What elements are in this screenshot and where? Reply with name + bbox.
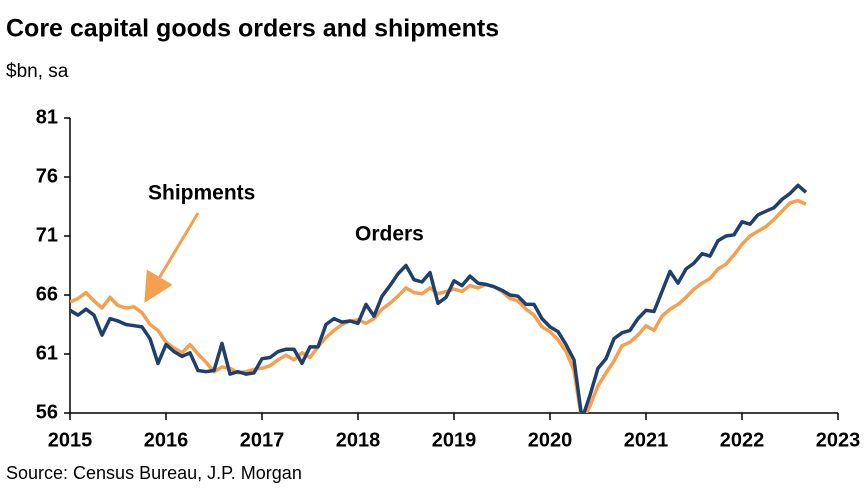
- plot-area: [70, 183, 808, 413]
- x-tick-label: 2022: [720, 429, 765, 451]
- x-tick-label: 2023: [816, 429, 861, 451]
- y-tick-label: 71: [36, 224, 58, 246]
- y-tick-label: 66: [36, 283, 58, 305]
- x-tick-label: 2021: [624, 429, 669, 451]
- x-tick-label: 2016: [144, 429, 189, 451]
- x-tick-label: 2015: [48, 429, 93, 451]
- x-tick-label: 2020: [528, 429, 573, 451]
- y-tick-label: 56: [36, 401, 58, 423]
- data-line: [70, 183, 808, 413]
- chart-title: Core capital goods orders and shipments: [6, 15, 499, 43]
- y-tick-label: 61: [36, 342, 58, 364]
- data-line: [70, 198, 807, 413]
- annotation: Shipments: [148, 182, 255, 205]
- x-tick-label: 2018: [336, 429, 381, 451]
- annotation-arrow: [144, 212, 200, 303]
- source: Source: Census Bureau, J.P. Morgan: [6, 463, 302, 483]
- y-tick-label: 81: [36, 106, 58, 128]
- subtitle: $bn, sa: [6, 61, 69, 82]
- x-tick-label: 2019: [432, 429, 477, 451]
- x-tick-label: 2017: [240, 429, 285, 451]
- annotation: Orders: [355, 223, 424, 246]
- y-tick-label: 76: [36, 165, 58, 187]
